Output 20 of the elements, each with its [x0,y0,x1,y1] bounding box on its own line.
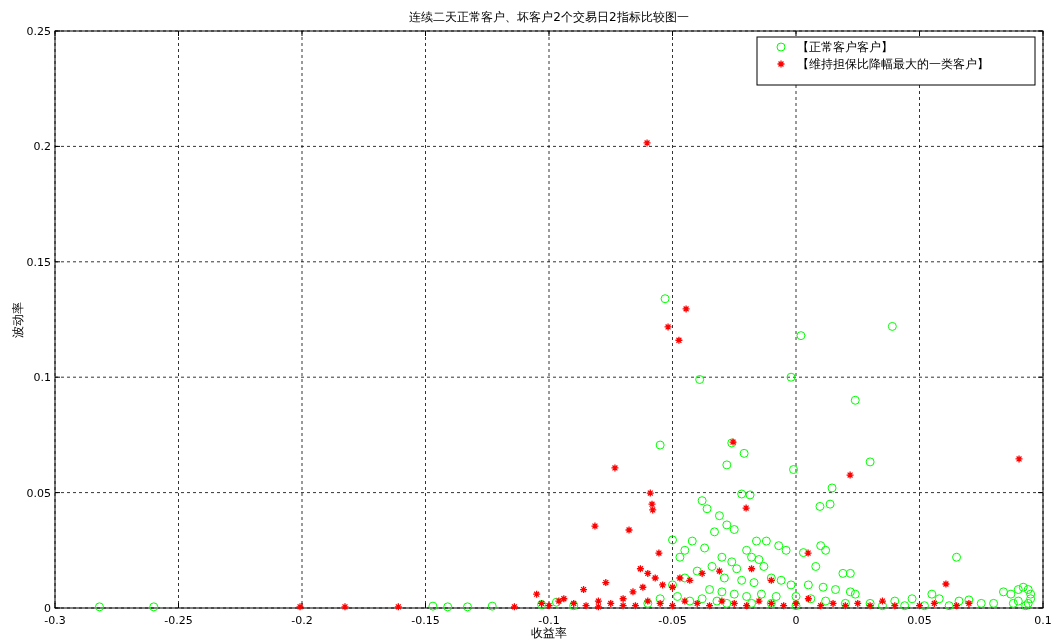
x-tick-label: 0.05 [907,614,932,627]
chart-title: 连续二天正常客户、坏客户2个交易日2指标比较图一 [409,10,689,24]
legend-label: 【维持担保比降幅最大的一类客户】 [797,57,989,71]
x-tick-label: -0.2 [291,614,313,627]
y-tick-label: 0.2 [33,140,51,154]
y-axis-title: 波动率 [11,301,25,338]
y-tick-label: 0 [44,602,51,615]
y-tick-label: 0.25 [26,25,51,38]
x-tick-label: -0.3 [44,614,66,627]
y-tick-label: 0.15 [26,255,51,269]
x-tick-label: -0.15 [411,614,440,627]
x-tick-label: 0 [792,614,800,627]
legend-label: 【正常客户客户】 [797,40,893,54]
x-tick-label: -0.25 [164,614,193,627]
y-tick-label: 0.05 [26,486,51,500]
x-tick-label: 0.1 [1034,614,1052,627]
y-tick-label: 0.1 [33,371,51,385]
x-axis-title: 收益率 [531,626,567,640]
x-tick-label: -0.05 [658,614,687,627]
x-tick-label: -0.1 [538,614,560,627]
